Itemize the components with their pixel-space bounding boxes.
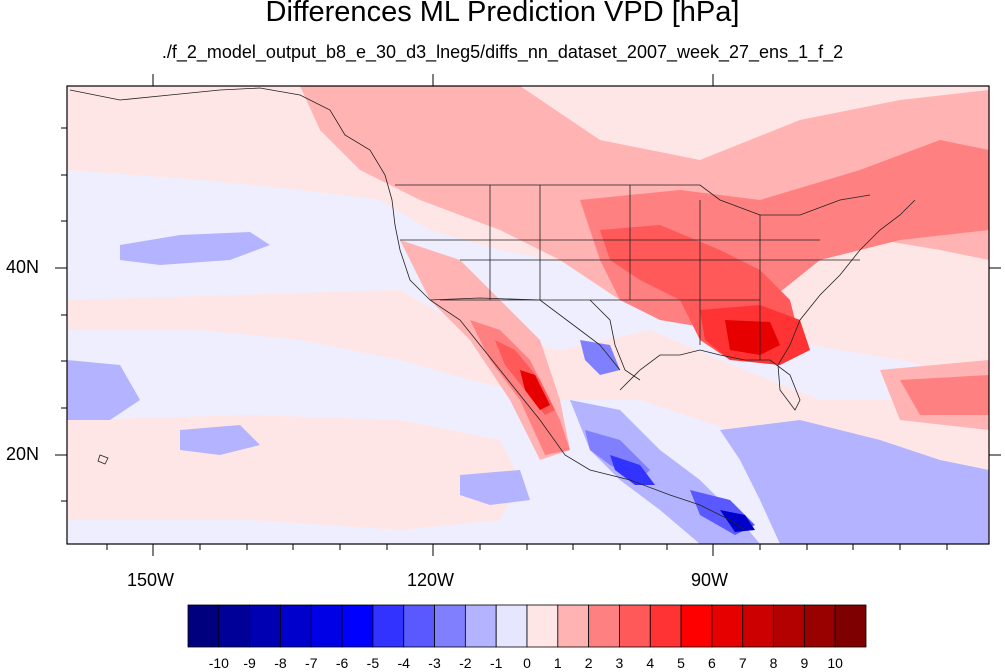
colorbar-swatch [619,604,651,648]
negative-zone-pacific-4 [460,470,530,505]
colorbar-swatch [372,604,405,648]
positive-band-pacific [67,415,520,530]
colorbar-tick-label: -3 [428,655,441,671]
colorbar-swatch [711,604,744,648]
colorbar-tick-label: -6 [335,655,349,671]
colorbar-tick-label: -9 [243,655,256,671]
colorbar-swatch [280,604,312,648]
colorbar-swatch [557,604,590,648]
colorbar-tick-label: 5 [677,655,685,671]
colorbar-tick-label: -1 [489,655,503,671]
colorbar-tick-label: -7 [305,655,318,671]
colorbar-swatch [526,604,559,648]
colorbar-tick-label: -5 [366,655,380,671]
gulf-atlantic-coastline [619,199,916,411]
negative-zone-mexico-core [610,455,655,485]
colorbar-tick-label: 9 [800,655,809,671]
map-title: Differences ML Prediction VPD [hPa] [265,0,740,28]
negative-zone-pacific-2 [67,360,140,420]
colorbar-swatch [434,604,466,648]
coastline-layer [69,87,916,531]
lon-label-120w: 120W [407,570,455,590]
colorbar-swatch [341,604,374,648]
colorbar-tick-label: 1 [553,655,562,671]
colorbar-tick-label: 8 [769,655,778,671]
us-mexico-border [429,297,621,371]
colorbar-tick-label: 10 [827,655,843,671]
colorbar-swatch [403,604,435,648]
colorbar-swatch [495,604,528,648]
negative-zone-pacific-3 [180,425,260,455]
colorbar-tick-label: 0 [523,655,531,671]
colorbar-tick-label: -8 [274,655,287,671]
colorbar-swatch [588,604,620,648]
axis-ticks [55,74,1001,556]
colorbar [187,604,867,648]
colorbar-tick-label: 3 [615,655,624,671]
colorbar-swatch [218,604,251,648]
colorbar-tick-label: -4 [397,655,410,671]
positive-zone-atlantic-2 [900,375,989,415]
colorbar-swatch [834,604,867,648]
colorbar-swatch [649,604,682,648]
negative-zone-pacific-1 [120,232,270,265]
lon-label-90w: 90W [691,570,729,590]
colorbar-swatch [742,604,774,648]
positive-zone-sierra-madre [470,320,570,455]
hawaii-outline [97,454,109,465]
lon-label-150w: 150W [127,570,175,590]
state-borders [489,185,761,360]
colorbar-swatch [464,604,497,648]
colorbar-swatch [680,604,713,648]
negative-zone-isthmus-core [720,510,755,532]
field-layer [67,86,989,544]
colorbar-tick-label: 6 [708,655,716,671]
west-coastline [69,87,746,531]
positive-zone-southeast-core [725,320,780,355]
lat-label-40n: 40N [6,257,40,277]
map-subtitle: ./f_2_model_output_b8_e_30_d3_lneg5/diff… [161,42,844,62]
colorbar-swatch [310,604,343,648]
colorbar-swatch [187,604,220,648]
state-borders-h [400,239,860,301]
texas-coast [589,299,641,381]
colorbar-tick-label: 2 [584,655,593,671]
negative-zone-caribbean [720,420,989,544]
colorbar-swatch [773,604,805,648]
positive-zone-sierra-core [520,370,550,410]
colorbar-tick-label: 7 [738,655,747,671]
lat-label-20n: 20N [6,444,40,464]
colorbar-swatch [803,604,836,648]
colorbar-swatch [249,604,281,648]
negative-zone-texas [580,340,620,375]
colorbar-tick-label: -10 [208,655,229,671]
colorbar-tick-label: -2 [459,655,472,671]
colorbar-tick-label: 4 [646,655,655,671]
